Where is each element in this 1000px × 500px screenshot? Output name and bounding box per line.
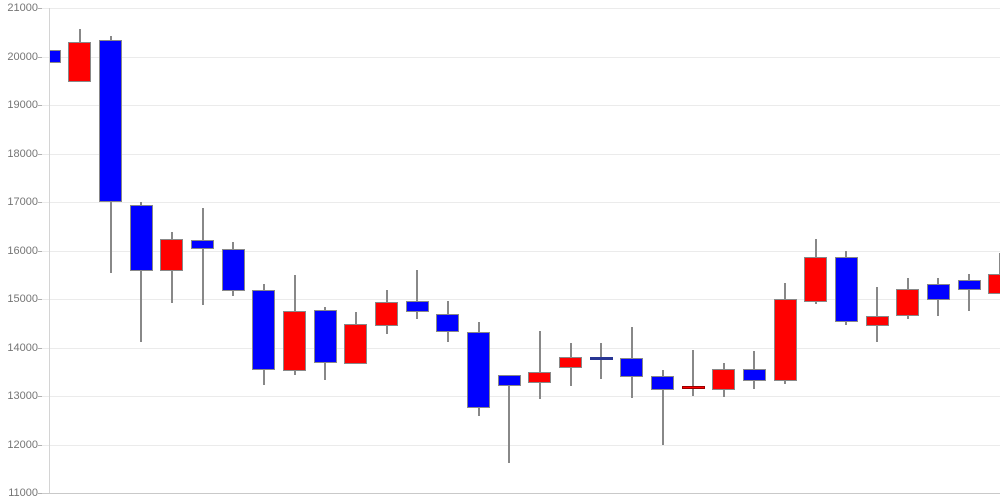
candle-body (221, 248, 245, 292)
y-axis-label: 13000 (7, 390, 38, 402)
gridline-12000 (42, 445, 1000, 446)
candle-wick (140, 202, 143, 342)
y-axis-tick (38, 299, 42, 300)
y-axis-label: 21000 (7, 2, 38, 14)
gridline-18000 (42, 154, 1000, 155)
y-axis-line (49, 8, 50, 493)
candle-wick (968, 273, 971, 311)
candle-body (804, 257, 828, 302)
y-axis-tick (38, 251, 42, 252)
candle-body (712, 368, 736, 390)
candle-wick (692, 349, 695, 397)
gridline-19000 (42, 105, 1000, 106)
candle-body (344, 323, 368, 364)
candle-body (620, 358, 644, 378)
candle-wick (998, 253, 1000, 294)
x-axis-line (42, 493, 1000, 494)
gridline-16000 (42, 251, 1000, 252)
candle-wick (600, 343, 603, 379)
candle-wick (49, 42, 51, 107)
candle-body (436, 314, 460, 333)
y-axis-label: 18000 (7, 148, 38, 160)
y-axis-label: 15000 (7, 293, 38, 305)
y-axis-label: 20000 (7, 51, 38, 63)
y-axis-tick (38, 348, 42, 349)
y-axis-label: 12000 (7, 439, 38, 451)
y-axis-label: 11000 (8, 487, 38, 499)
candle-body (528, 372, 552, 384)
gridline-13000 (42, 396, 1000, 397)
candle-body (129, 204, 153, 271)
candle-wick (876, 286, 879, 342)
gridline-20000 (42, 57, 1000, 58)
candle-body (375, 302, 399, 327)
candle-body (742, 368, 766, 382)
candle-body (957, 280, 981, 290)
candle-body (865, 316, 889, 326)
candle-body (405, 301, 429, 312)
candle-wick (416, 269, 419, 320)
y-axis-label: 17000 (7, 196, 38, 208)
candles-layer (49, 0, 1000, 500)
candle-body (559, 356, 583, 369)
candle-body (651, 375, 674, 391)
y-axis-label: 16000 (7, 245, 38, 257)
y-axis-tick (38, 493, 42, 494)
candle-body (68, 42, 92, 82)
candle-body (988, 273, 1000, 294)
y-axis-tick (38, 105, 42, 106)
gridline-17000 (42, 202, 1000, 203)
candle-body (99, 40, 123, 202)
gridline-15000 (42, 299, 1000, 300)
candle-wick (661, 369, 664, 446)
candle-body (497, 375, 521, 386)
y-axis-tick (38, 445, 42, 446)
candle-body (191, 240, 215, 250)
gridline-21000 (42, 8, 1000, 9)
candle-body (160, 239, 184, 271)
candle-body (283, 310, 307, 372)
y-axis-tick (38, 57, 42, 58)
y-axis-tick (38, 396, 42, 397)
y-axis-tick (38, 8, 42, 9)
candle-body (467, 332, 491, 408)
y-axis-tick (38, 154, 42, 155)
y-axis-label: 19000 (7, 99, 38, 111)
gridline-14000 (42, 348, 1000, 349)
candle-body (681, 385, 705, 390)
candle-body (49, 50, 61, 64)
candle-wick (508, 375, 511, 463)
y-axis-tick (38, 202, 42, 203)
candle-body (926, 283, 950, 300)
candle-body (589, 356, 613, 360)
candle-wick (538, 330, 541, 400)
candle-body (773, 299, 797, 382)
candle-body (834, 257, 858, 322)
candle-body (252, 289, 276, 371)
candle-wick (201, 208, 204, 306)
candle-body (313, 309, 337, 363)
candle-body (896, 288, 920, 317)
y-axis-label: 14000 (7, 342, 38, 354)
